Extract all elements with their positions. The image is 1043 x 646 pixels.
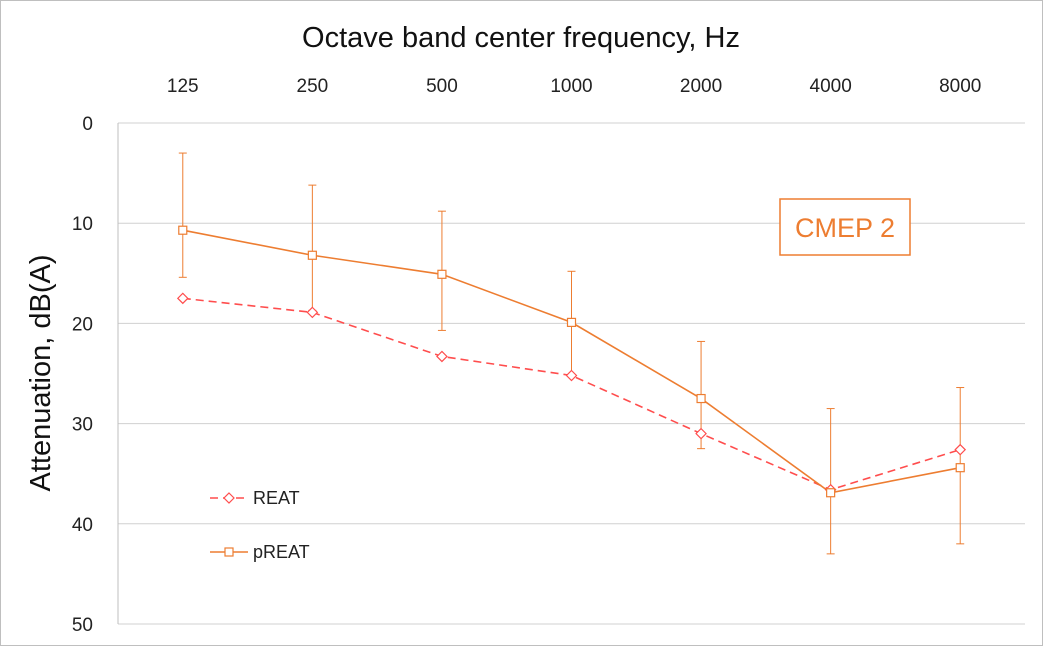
y-tick-label: 0	[82, 114, 93, 135]
data-point-preat	[566, 317, 577, 327]
y-tick-label: 40	[72, 515, 93, 536]
x-tick-label: 2000	[680, 76, 722, 97]
legend: REAT pREAT	[210, 488, 310, 562]
x-tick-label: 8000	[939, 76, 981, 97]
data-point-reat	[565, 369, 578, 382]
series-markers	[176, 225, 967, 498]
y-tick-label: 30	[72, 415, 93, 436]
legend-marker	[223, 492, 235, 504]
annotation-box: CMEP 2	[779, 198, 911, 256]
x-tick-labels: 125 250 500 1000 2000 4000 8000	[167, 76, 981, 97]
y-tick-label: 50	[72, 615, 93, 636]
x-tick-label: 1000	[550, 76, 592, 97]
y-axis-title: Attenuation, dB(A)	[25, 255, 57, 492]
legend-label: pREAT	[253, 542, 310, 562]
data-point-preat	[178, 225, 188, 235]
x-axis-title: Octave band center frequency, Hz	[302, 22, 740, 54]
data-point-reat	[436, 350, 448, 363]
y-tick-label: 10	[72, 214, 93, 235]
data-point-reat	[306, 306, 319, 319]
x-tick-label: 4000	[810, 76, 852, 97]
y-tick-labels: 0 10 20 30 40 50	[72, 114, 93, 636]
data-point-preat	[955, 463, 965, 473]
annotation-text: CMEP 2	[795, 213, 895, 243]
data-point-preat	[696, 393, 706, 404]
data-point-preat	[826, 488, 836, 498]
data-point-reat	[176, 292, 189, 305]
data-point-reat	[695, 427, 707, 440]
x-tick-label: 125	[167, 76, 199, 97]
y-tick-label: 20	[72, 314, 93, 335]
annotation-border	[779, 198, 911, 256]
legend-marker	[224, 547, 234, 557]
data-point-preat	[437, 269, 447, 279]
legend-label: REAT	[253, 488, 300, 508]
x-tick-label: 250	[297, 76, 329, 97]
data-point-reat	[954, 443, 967, 456]
x-tick-label: 500	[426, 76, 458, 97]
data-point-preat	[307, 250, 317, 260]
